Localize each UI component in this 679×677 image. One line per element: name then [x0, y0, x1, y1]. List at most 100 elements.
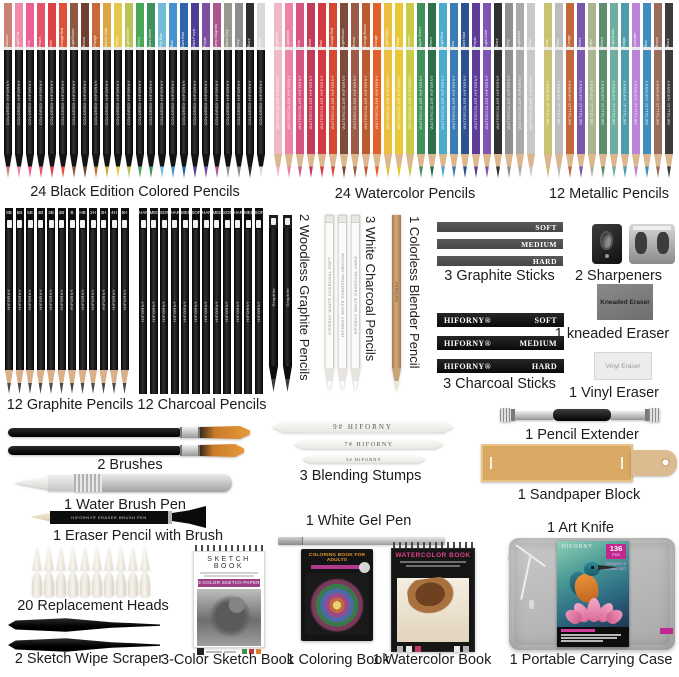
- blender-pencil-group: HIFORNY: [392, 215, 401, 392]
- zipper-cord: [520, 554, 532, 600]
- pencil-body: HIFORNY: [47, 229, 55, 370]
- pencil-brand-text: WATERCOLOR HIFORNY: [517, 74, 522, 130]
- sketch-book-banner: 3-COLOR SKETCH PAPER: [198, 579, 260, 587]
- pencil-body: WATERCOLOR HIFORNY: [450, 50, 458, 154]
- pencil-band: [81, 47, 89, 50]
- pencil-cap: Brown: [351, 3, 359, 47]
- pencil-tip: [78, 370, 87, 394]
- sandpaper-handle: [631, 450, 677, 476]
- pencil-tip: [125, 154, 133, 178]
- pencil: Salmon COLORED HIFORNY: [4, 3, 12, 178]
- pencil-color-name: Brown: [82, 37, 87, 47]
- pencil-brand-text: HIFORNY: [393, 281, 399, 302]
- pencil-color-name: Grey: [236, 39, 241, 47]
- replacement-head-bullet: [32, 572, 42, 596]
- pencil-band: [125, 47, 133, 50]
- pencil-band: [555, 47, 563, 50]
- stick-grade: MEDIUM: [521, 239, 557, 249]
- pencil-tip: [169, 154, 177, 178]
- pencil-brand-text: HIFORNY: [79, 289, 85, 310]
- pencil-band: [15, 47, 23, 50]
- eraser-pencil-tip: [30, 512, 50, 522]
- replacement-head-cone: [56, 546, 66, 570]
- pencil: Yellow WATERCOLOR HIFORNY: [395, 3, 403, 178]
- cover-text-line: [200, 572, 258, 574]
- pencil-tip: [224, 154, 232, 178]
- pencil-color-name: Orange: [374, 35, 379, 47]
- pencil-tip: [37, 154, 45, 178]
- strip-text-bar: [561, 637, 617, 639]
- pencil-tip: [92, 154, 100, 178]
- pencil-brand-text: METALLIC HIFORNY: [556, 79, 561, 125]
- vinyl-eraser-text: Vinyl Eraser: [605, 362, 641, 370]
- pencil-cap: Orange: [566, 3, 574, 47]
- pencil-brand-text: HIFORNY: [245, 301, 250, 322]
- water-brush-section: [48, 475, 74, 491]
- pencil: SOFT HIFORNY: [254, 208, 263, 394]
- replacement-head-bullet: [80, 572, 90, 596]
- pencil-cap: Light Grey: [516, 3, 524, 47]
- replacement-head-bullet: [140, 572, 150, 596]
- pencil-band: [621, 47, 629, 50]
- pencil-chip-box: [193, 219, 198, 228]
- pencil-body: WATERCOLOR HIFORNY: [296, 50, 304, 154]
- watercolor-book: WATERCOLOR BOOK: [391, 542, 475, 652]
- pencil-tip: [202, 154, 210, 178]
- pencil-band: [114, 47, 122, 50]
- sketch-book: SKETCH BOOK 3-COLOR SKETCH PAPER: [193, 545, 265, 655]
- pencil-body: COLORED HIFORNY: [70, 50, 78, 154]
- pencil-color-name: Red: [49, 40, 54, 47]
- watercolor-book-title: WATERCOLOR BOOK: [395, 552, 471, 559]
- pencil-band: [158, 47, 166, 50]
- pencil-brand-text: WATERCOLOR HIFORNY: [495, 74, 500, 130]
- pencil: Sky Blue COLORED HIFORNY: [158, 3, 166, 178]
- pencil-tip: [505, 154, 513, 178]
- pencil: Light Rose WATERCOLOR HIFORNY: [285, 3, 293, 178]
- pencil: Dark Blue COLORED HIFORNY: [180, 3, 188, 178]
- pencil-cap: Olive: [588, 3, 596, 47]
- pencil: Silver WATERCOLOR HIFORNY: [527, 3, 535, 178]
- pencil-color-name: Orange: [93, 35, 98, 47]
- pencil-tip: [472, 154, 480, 178]
- footer-icon: [463, 645, 469, 652]
- pencil-tip: [213, 154, 221, 178]
- pencil-cap: Light Brown: [70, 3, 78, 47]
- pencil-chip: [160, 218, 168, 229]
- pencil-brand-text: WATERCOLOR HIFORNY: [308, 74, 313, 130]
- pencil-cap: Silver: [555, 3, 563, 47]
- pencil-cap: Light Green: [125, 3, 133, 47]
- pencil: Grey WATERCOLOR HIFORNY: [505, 3, 513, 178]
- pencil-cap: Orange: [92, 3, 100, 47]
- pencil-brand-text: HIFORNY: [111, 289, 116, 310]
- pencil-cap: Light Rose: [285, 3, 293, 47]
- pencil-body: HIFORNY: [170, 229, 179, 394]
- caption-charcoal-pencils: 12 Charcoal Pencils: [137, 397, 267, 413]
- metallic-pencils-group: Gold METALLIC HIFORNY Silver METALLIC HIFOR…: [544, 3, 673, 178]
- paint-brush: [8, 444, 250, 457]
- cover-footer: [397, 645, 469, 652]
- replacement-head-cone: [140, 546, 150, 570]
- pencil-grade-label: 3H: [99, 208, 108, 218]
- pencil-chip-box: [256, 219, 261, 228]
- pencil-color-name: Purple: [203, 36, 208, 47]
- pencil-brand-text: COLORED HIFORNY: [126, 79, 131, 125]
- pencil-tip: [26, 370, 34, 394]
- pencil-body: COLORED HIFORNY: [158, 50, 166, 154]
- pencil-color-name: Violet: [578, 38, 583, 47]
- pencil: Light Blue WATERCOLOR HIFORNY: [439, 3, 447, 178]
- pencil: Light Pink COLORED HIFORNY: [15, 3, 23, 178]
- pencil-cap: Lemon: [406, 3, 414, 47]
- pencil-tip: [417, 154, 425, 178]
- pencil-band: [450, 47, 458, 50]
- pencil-brand-text: COLORED HIFORNY: [170, 79, 175, 125]
- pencil-band: [202, 47, 210, 50]
- pencil: Dark Purple COLORED HIFORNY: [191, 3, 199, 178]
- pencil-band: [307, 47, 315, 50]
- piece-count-badge: 136 PCS: [606, 544, 626, 559]
- pencil-chip: [170, 218, 179, 229]
- pencil-cap: Rose: [307, 3, 315, 47]
- pencil-brand-text: WATERCOLOR HIFORNY: [528, 74, 533, 130]
- pencil-body: WATERCOLOR HIFORNY: [505, 50, 513, 154]
- pencil-brand-text: COLORED HIFORNY: [137, 79, 142, 125]
- footer-color-chip: [249, 649, 254, 654]
